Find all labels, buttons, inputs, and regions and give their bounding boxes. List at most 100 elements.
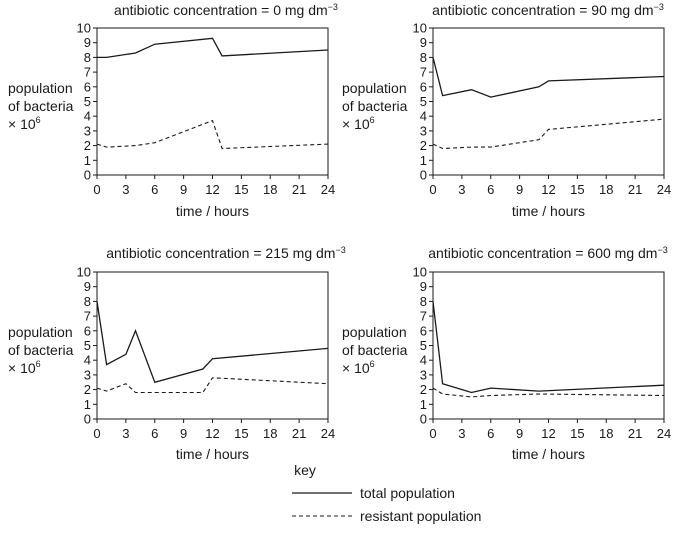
- x-tick-label: 6: [487, 426, 494, 441]
- y-axis-label-superscript: 6: [370, 359, 375, 369]
- x-tick-label: 24: [321, 426, 335, 441]
- y-tick-label: 5: [84, 94, 91, 109]
- y-tick-label: 2: [420, 138, 427, 153]
- y-tick-label: 7: [420, 309, 427, 324]
- x-tick-label: 9: [180, 182, 187, 197]
- y-tick-label: 3: [84, 123, 91, 138]
- legend-total-label: total population: [360, 485, 455, 501]
- y-tick-label: 10: [77, 21, 91, 36]
- y-axis-label-line: of bacteria: [342, 98, 408, 114]
- y-tick-label: 6: [420, 323, 427, 338]
- x-tick-label: 15: [234, 182, 248, 197]
- y-tick-label: 9: [420, 279, 427, 294]
- y-tick-label: 3: [84, 367, 91, 382]
- x-tick-label: 12: [541, 426, 555, 441]
- x-tick-label: 0: [429, 182, 436, 197]
- chart-panels: antibiotic concentration = 0 mg dm−30123…: [8, 2, 671, 462]
- y-tick-label: 0: [84, 412, 91, 427]
- x-tick-label: 18: [263, 426, 277, 441]
- y-tick-label: 6: [420, 79, 427, 94]
- legend-title: key: [294, 462, 316, 478]
- y-tick-label: 7: [84, 65, 91, 80]
- x-tick-label: 21: [628, 426, 642, 441]
- y-axis-label-line: × 106: [8, 115, 41, 132]
- chart-title: antibiotic concentration = 600 mg dm−3: [428, 245, 667, 261]
- x-tick-label: 15: [570, 182, 584, 197]
- x-tick-label: 15: [234, 426, 248, 441]
- x-tick-label: 9: [516, 182, 523, 197]
- y-tick-label: 0: [420, 412, 427, 427]
- x-tick-label: 0: [93, 426, 100, 441]
- y-tick-label: 8: [420, 50, 427, 65]
- y-tick-label: 10: [413, 265, 427, 280]
- x-tick-label: 3: [122, 182, 129, 197]
- x-tick-label: 21: [292, 426, 306, 441]
- x-tick-label: 24: [321, 182, 335, 197]
- y-tick-label: 8: [420, 294, 427, 309]
- chart-title-superscript: −3: [335, 245, 345, 255]
- y-axis-label-line: of bacteria: [342, 342, 408, 358]
- x-tick-label: 0: [429, 426, 436, 441]
- resistant-population-line: [96, 377, 329, 394]
- y-tick-label: 9: [420, 35, 427, 50]
- x-tick-label: 12: [205, 426, 219, 441]
- y-tick-label: 1: [84, 397, 91, 412]
- y-axis-label-superscript: 6: [36, 359, 41, 369]
- y-tick-label: 10: [413, 21, 427, 36]
- y-tick-label: 10: [77, 265, 91, 280]
- y-tick-label: 1: [420, 153, 427, 168]
- x-tick-label: 9: [180, 426, 187, 441]
- y-axis-label-line: × 106: [342, 115, 375, 132]
- chart-panel-4: antibiotic concentration = 600 mg dm−301…: [342, 245, 671, 462]
- y-tick-label: 4: [84, 353, 91, 368]
- y-tick-label: 8: [84, 50, 91, 65]
- y-tick-label: 5: [420, 338, 427, 353]
- plot-frame: [96, 271, 329, 420]
- x-axis-label: time / hours: [512, 446, 585, 462]
- x-tick-label: 21: [292, 182, 306, 197]
- y-tick-label: 3: [420, 123, 427, 138]
- plot-frame: [96, 27, 329, 176]
- chart-title: antibiotic concentration = 0 mg dm−3: [114, 2, 338, 18]
- resistant-population-line: [96, 119, 329, 150]
- x-tick-label: 12: [205, 182, 219, 197]
- x-axis-label: time / hours: [176, 446, 249, 462]
- x-tick-label: 6: [487, 182, 494, 197]
- y-axis-label-line: population: [342, 80, 407, 96]
- x-tick-label: 3: [458, 182, 465, 197]
- x-tick-label: 21: [628, 182, 642, 197]
- y-tick-label: 5: [84, 338, 91, 353]
- y-tick-label: 7: [420, 65, 427, 80]
- y-axis-label-line: of bacteria: [8, 342, 74, 358]
- y-tick-label: 4: [420, 109, 427, 124]
- x-tick-label: 18: [599, 182, 613, 197]
- y-tick-label: 3: [420, 367, 427, 382]
- x-tick-label: 9: [516, 426, 523, 441]
- y-axis-label-line: × 106: [342, 359, 375, 376]
- chart-panel-3: antibiotic concentration = 215 mg dm−301…: [8, 245, 346, 462]
- y-axis-label-line: population: [8, 80, 73, 96]
- y-tick-label: 0: [84, 168, 91, 183]
- chart-title-superscript: −3: [657, 245, 667, 255]
- y-tick-label: 7: [84, 309, 91, 324]
- y-tick-label: 5: [420, 94, 427, 109]
- y-tick-label: 1: [420, 397, 427, 412]
- x-tick-label: 24: [657, 426, 671, 441]
- x-tick-label: 12: [541, 182, 555, 197]
- y-tick-label: 2: [84, 138, 91, 153]
- x-tick-label: 6: [151, 426, 158, 441]
- x-tick-label: 0: [93, 182, 100, 197]
- total-population-line: [432, 57, 665, 98]
- chart-title: antibiotic concentration = 90 mg dm−3: [432, 2, 664, 18]
- total-population-line: [97, 37, 329, 59]
- total-population-line: [432, 301, 665, 394]
- chart-title: antibiotic concentration = 215 mg dm−3: [106, 245, 345, 261]
- y-tick-label: 9: [84, 279, 91, 294]
- y-axis-label-superscript: 6: [370, 115, 375, 125]
- resistant-population-line: [432, 118, 665, 150]
- x-tick-label: 3: [122, 426, 129, 441]
- y-tick-label: 9: [84, 35, 91, 50]
- x-axis-label: time / hours: [512, 203, 585, 219]
- y-axis-label-line: population: [8, 324, 73, 340]
